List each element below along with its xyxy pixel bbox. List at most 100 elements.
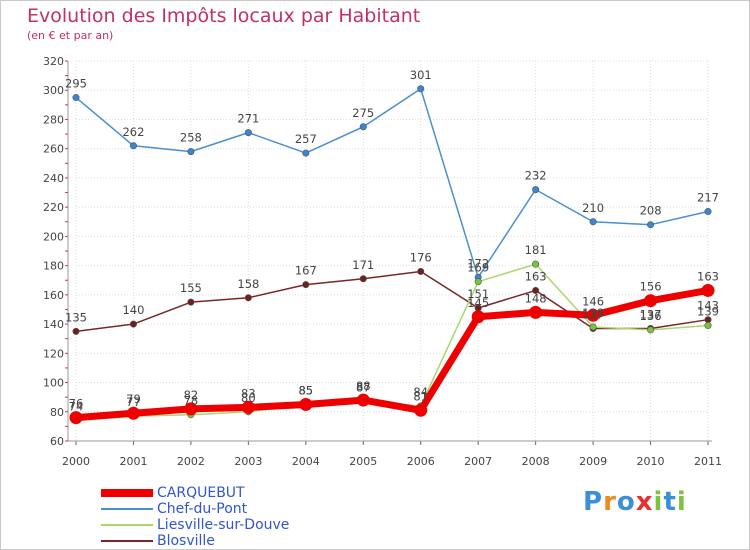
- x-tick-label: 2001: [119, 455, 147, 468]
- data-label-liesville-sur-douve: 80: [241, 391, 256, 405]
- y-tick-label: 120: [43, 347, 64, 360]
- data-label-chef-du-pont: 210: [582, 201, 604, 215]
- data-label-blosville: 158: [237, 277, 259, 291]
- line-chart: 60 80 100 120 140 160 180 200 220 240 260 280 300 320…: [43, 55, 722, 468]
- data-point-blosville: [417, 267, 425, 275]
- data-label-chef-du-pont: 301: [410, 68, 432, 82]
- x-tick-label: 2010: [637, 455, 665, 468]
- data-label-blosville: 137: [582, 307, 604, 321]
- data-label-blosville: 155: [180, 281, 202, 295]
- data-point-chef-du-pont: [72, 94, 80, 102]
- x-tick-label: 2003: [234, 455, 262, 468]
- data-label-liesville-sur-douve: 87: [356, 381, 371, 395]
- x-tick-label: 2007: [464, 455, 492, 468]
- data-point-carquebut: [414, 403, 428, 417]
- x-tick-label: 2004: [292, 455, 320, 468]
- data-point-liesville-sur-douve: [647, 326, 655, 334]
- data-labels: 295 262 258 271 257 275 301 172 232 210 208 217 135 1…: [65, 68, 719, 414]
- data-label-carquebut: 163: [697, 269, 719, 283]
- y-tick-label: 140: [43, 318, 64, 331]
- data-label-carquebut: 156: [640, 280, 662, 294]
- data-point-liesville-sur-douve: [589, 323, 597, 331]
- legend-label-blosville: Blosville: [157, 533, 215, 549]
- data-label-blosville: 137: [640, 307, 662, 321]
- data-point-carquebut: [69, 411, 83, 425]
- data-label-liesville-sur-douve: 181: [525, 243, 547, 257]
- legend-label-chef-du-pont: Chef-du-Pont: [157, 501, 248, 517]
- data-label-blosville: 135: [65, 310, 87, 324]
- legend-label-carquebut: CARQUEBUT: [157, 485, 245, 501]
- y-tick-label: 240: [43, 172, 64, 185]
- y-tick-label: 100: [43, 377, 64, 390]
- y-tick-label: 260: [43, 143, 64, 156]
- data-point-chef-du-pont: [302, 149, 310, 157]
- axes: 60 80 100 120 140 160 180 200 220 240 260 280 300 320…: [43, 55, 722, 468]
- data-label-liesville-sur-douve: 138: [582, 306, 604, 320]
- y-tick-label: 220: [43, 201, 64, 214]
- legend-swatch-chef-du-pont: [101, 508, 153, 510]
- data-label-chef-du-pont: 172: [467, 256, 489, 270]
- data-point-blosville: [302, 281, 310, 289]
- data-label-chef-du-pont: 295: [65, 77, 87, 91]
- logo-letter: P: [583, 487, 604, 517]
- x-tick-label: 2000: [62, 455, 90, 468]
- data-label-blosville: 151: [467, 287, 489, 301]
- y-tick-label: 180: [43, 260, 64, 273]
- data-label-liesville-sur-douve: 169: [467, 261, 489, 275]
- data-label-carquebut: 88: [356, 379, 371, 393]
- data-point-chef-du-pont: [359, 123, 367, 131]
- legend-swatch-blosville: [101, 540, 153, 542]
- logo-letter: i: [676, 487, 687, 517]
- data-point-carquebut: [241, 400, 255, 414]
- data-label-chef-du-pont: 208: [640, 204, 662, 218]
- series-line-chef-du-pont: [75, 88, 709, 279]
- data-point-blosville: [359, 275, 367, 283]
- data-point-carquebut: [529, 305, 543, 319]
- legend-label-liesville-sur-douve: Liesville-sur-Douve: [157, 517, 290, 533]
- data-label-blosville: 167: [295, 264, 317, 278]
- data-point-blosville: [72, 327, 80, 335]
- data-point-chef-du-pont: [589, 218, 597, 226]
- x-tick-label: 2009: [579, 455, 607, 468]
- data-label-carquebut: 83: [241, 386, 256, 400]
- data-label-liesville-sur-douve: 74: [69, 400, 84, 414]
- y-tick-label: 200: [43, 230, 64, 243]
- logo-letter: o: [616, 487, 636, 517]
- logo-letter: r: [603, 487, 617, 517]
- data-label-liesville-sur-douve: 77: [126, 395, 141, 409]
- y-tick-label: 80: [50, 406, 64, 419]
- data-label-carquebut: 81: [413, 389, 428, 403]
- data-label-chef-du-pont: 258: [180, 131, 202, 145]
- data-point-carquebut: [126, 406, 140, 420]
- data-label-carquebut: 82: [184, 388, 199, 402]
- data-point-liesville-sur-douve: [704, 322, 712, 330]
- grid: [75, 60, 709, 442]
- data-point-blosville: [129, 320, 137, 328]
- data-label-blosville: 176: [410, 250, 432, 264]
- chart-title: Evolution des Impôts locaux par Habitant: [27, 5, 421, 27]
- data-label-liesville-sur-douve: 84: [413, 385, 428, 399]
- series-line-blosville: [75, 270, 709, 333]
- data-label-chef-du-pont: 232: [525, 169, 547, 183]
- data-label-carquebut: 146: [582, 294, 604, 308]
- data-point-carquebut: [184, 402, 198, 416]
- data-point-carquebut: [471, 310, 485, 324]
- data-point-carquebut: [356, 393, 370, 407]
- x-tick-label: 2006: [407, 455, 435, 468]
- data-label-carquebut: 148: [525, 291, 547, 305]
- data-label-chef-du-pont: 217: [697, 191, 719, 205]
- legend-swatch-liesville-sur-douve: [101, 524, 153, 526]
- data-label-carquebut: 85: [298, 383, 313, 397]
- x-tick-label: 2008: [522, 455, 550, 468]
- y-tick-label: 160: [43, 289, 64, 302]
- data-label-chef-du-pont: 262: [122, 125, 144, 139]
- proxiti-logo: Proxiti: [583, 487, 687, 517]
- data-point-chef-du-pont: [187, 148, 195, 156]
- data-label-carquebut: 145: [467, 296, 489, 310]
- data-label-blosville: 171: [352, 258, 374, 272]
- data-label-carquebut: 76: [69, 397, 84, 411]
- data-point-carquebut: [644, 294, 658, 308]
- data-label-chef-du-pont: 271: [237, 112, 259, 126]
- logo-letter: t: [663, 487, 677, 517]
